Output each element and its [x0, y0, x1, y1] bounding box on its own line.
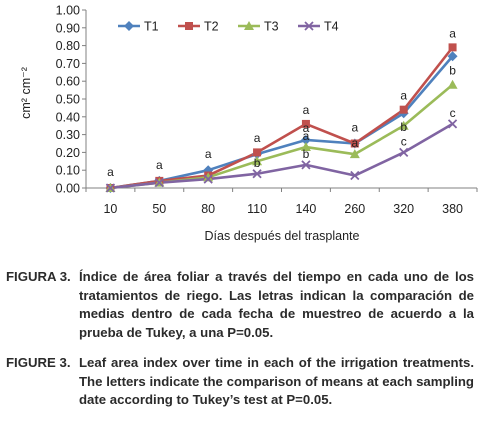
sig-letter-t1: a: [351, 121, 358, 135]
caption-english-label: FIGURE 3.: [6, 355, 71, 370]
y-tick-label: 0.20: [56, 146, 80, 160]
series-point-t4: [350, 170, 360, 181]
series-point-t2: [253, 148, 262, 157]
x-marker-stroke: [203, 174, 213, 184]
sig-letter-t3: a: [351, 136, 358, 150]
x-tick-label: 260: [344, 202, 365, 216]
series-point-t4: [301, 160, 311, 170]
y-tick-label: 0.40: [56, 110, 80, 124]
caption-spanish-text: Índice de área foliar a través del tiemp…: [79, 269, 474, 340]
sig-letter-t4: b: [254, 156, 261, 170]
legend-marker-t3: [244, 21, 254, 30]
series-point-t4: [447, 119, 458, 129]
legend-label-t1: T1: [144, 20, 159, 34]
series-point-t3: [203, 172, 214, 182]
x-axis-label: Días después del trasplante: [205, 229, 360, 243]
y-tick-label: 0.80: [56, 39, 80, 53]
sig-letter-t1: b: [449, 63, 456, 77]
sig-letter-t4: b: [303, 147, 310, 161]
caption-english: FIGURE 3. Leaf area index over time in e…: [6, 354, 474, 410]
y-tick-label: 0.90: [56, 21, 80, 35]
caption-spanish: FIGURA 3. Índice de área foliar a través…: [6, 268, 474, 342]
x-marker-stroke: [447, 119, 458, 129]
legend: T1 T2 T3 T4: [118, 20, 339, 34]
chart-axes: [82, 9, 478, 192]
series-point-t3: [300, 142, 311, 152]
legend-marker-t1: [124, 21, 134, 31]
sig-letter-t2: a: [400, 89, 407, 103]
sig-letter-t2: a: [449, 26, 456, 40]
series-line-t4: [110, 122, 454, 190]
sig-letter-t4: c: [450, 106, 456, 120]
series-point-t4: [252, 169, 262, 179]
series-point-t1: [300, 134, 311, 145]
legend-label-t2: T2: [204, 20, 219, 34]
y-tick-label: 0.60: [56, 75, 80, 89]
series-point-t4: [203, 174, 213, 184]
x-marker-stroke: [301, 160, 311, 170]
x-marker-stroke: [105, 183, 116, 193]
sig-letter-t1: b: [400, 120, 407, 134]
series-point-t3: [349, 149, 360, 159]
sig-letter-t3: a: [303, 129, 310, 143]
x-tick-label: 50: [152, 202, 166, 216]
x-tick-label: 140: [296, 202, 317, 216]
series-point-t4: [154, 178, 164, 188]
y-tick-label: 0.70: [56, 57, 80, 71]
caption-spanish-label: FIGURA 3.: [6, 269, 71, 284]
x-marker-stroke: [399, 147, 409, 158]
x-tick-label: 10: [103, 202, 117, 216]
series-point-t2: [448, 43, 457, 52]
sig-letter-t1: a: [107, 165, 114, 179]
y-tick-label: 0.50: [56, 93, 80, 107]
legend-marker-t4: [304, 21, 314, 31]
x-marker-stroke: [252, 169, 262, 179]
x-marker-stroke: [304, 21, 314, 31]
series-lines: [110, 46, 454, 190]
y-tick-label: 0.30: [56, 128, 80, 142]
series-markers: [105, 43, 458, 193]
y-tick-label: 0.00: [56, 182, 80, 196]
sig-letter-t1: a: [254, 131, 261, 145]
x-tick-label: 380: [442, 202, 463, 216]
y-axis-label: cm² cm⁻²: [19, 67, 33, 119]
series-point-t4: [105, 183, 116, 193]
x-tick-label: 80: [201, 202, 215, 216]
sig-letter-t1: a: [156, 158, 163, 172]
series-point-t2: [399, 105, 408, 114]
x-tick-label: 110: [247, 202, 267, 216]
caption-english-text: Leaf area index over time in each of the…: [79, 355, 474, 408]
series-point-t3: [398, 120, 409, 130]
series-point-t2: [301, 119, 310, 128]
legend-label-t3: T3: [264, 20, 279, 34]
legend-label-t4: T4: [324, 20, 339, 34]
legend-marker-t2: [185, 22, 193, 30]
series-line-t2: [110, 46, 454, 190]
sig-letter-t1: a: [205, 147, 212, 161]
y-tick-labels: 0.00 0.10 0.20 0.30 0.40 0.50 0.60 0.70 0.80 0.90…: [56, 4, 80, 196]
series-point-t1: [447, 51, 458, 62]
x-tick-label: 320: [393, 202, 414, 216]
sig-letter-t1: a: [303, 121, 310, 135]
x-tick-labels: 10 50 80 110 140 260 320 380: [103, 202, 463, 216]
x-marker-stroke: [154, 178, 164, 188]
sig-letter-t2: a: [303, 103, 310, 117]
series-point-t3: [447, 79, 458, 89]
y-tick-label: 0.10: [56, 164, 80, 178]
sig-letter-t4: c: [401, 134, 407, 148]
series-point-t4: [399, 147, 409, 158]
x-marker-stroke: [350, 170, 360, 181]
series-point-t3: [252, 156, 263, 166]
series-point-t2: [350, 139, 359, 148]
y-tick-label: 1.00: [56, 4, 80, 18]
leaf-area-chart: 0.00 0.10 0.20 0.30 0.40 0.50 0.60 0.70 0.80 0.90…: [19, 4, 478, 243]
